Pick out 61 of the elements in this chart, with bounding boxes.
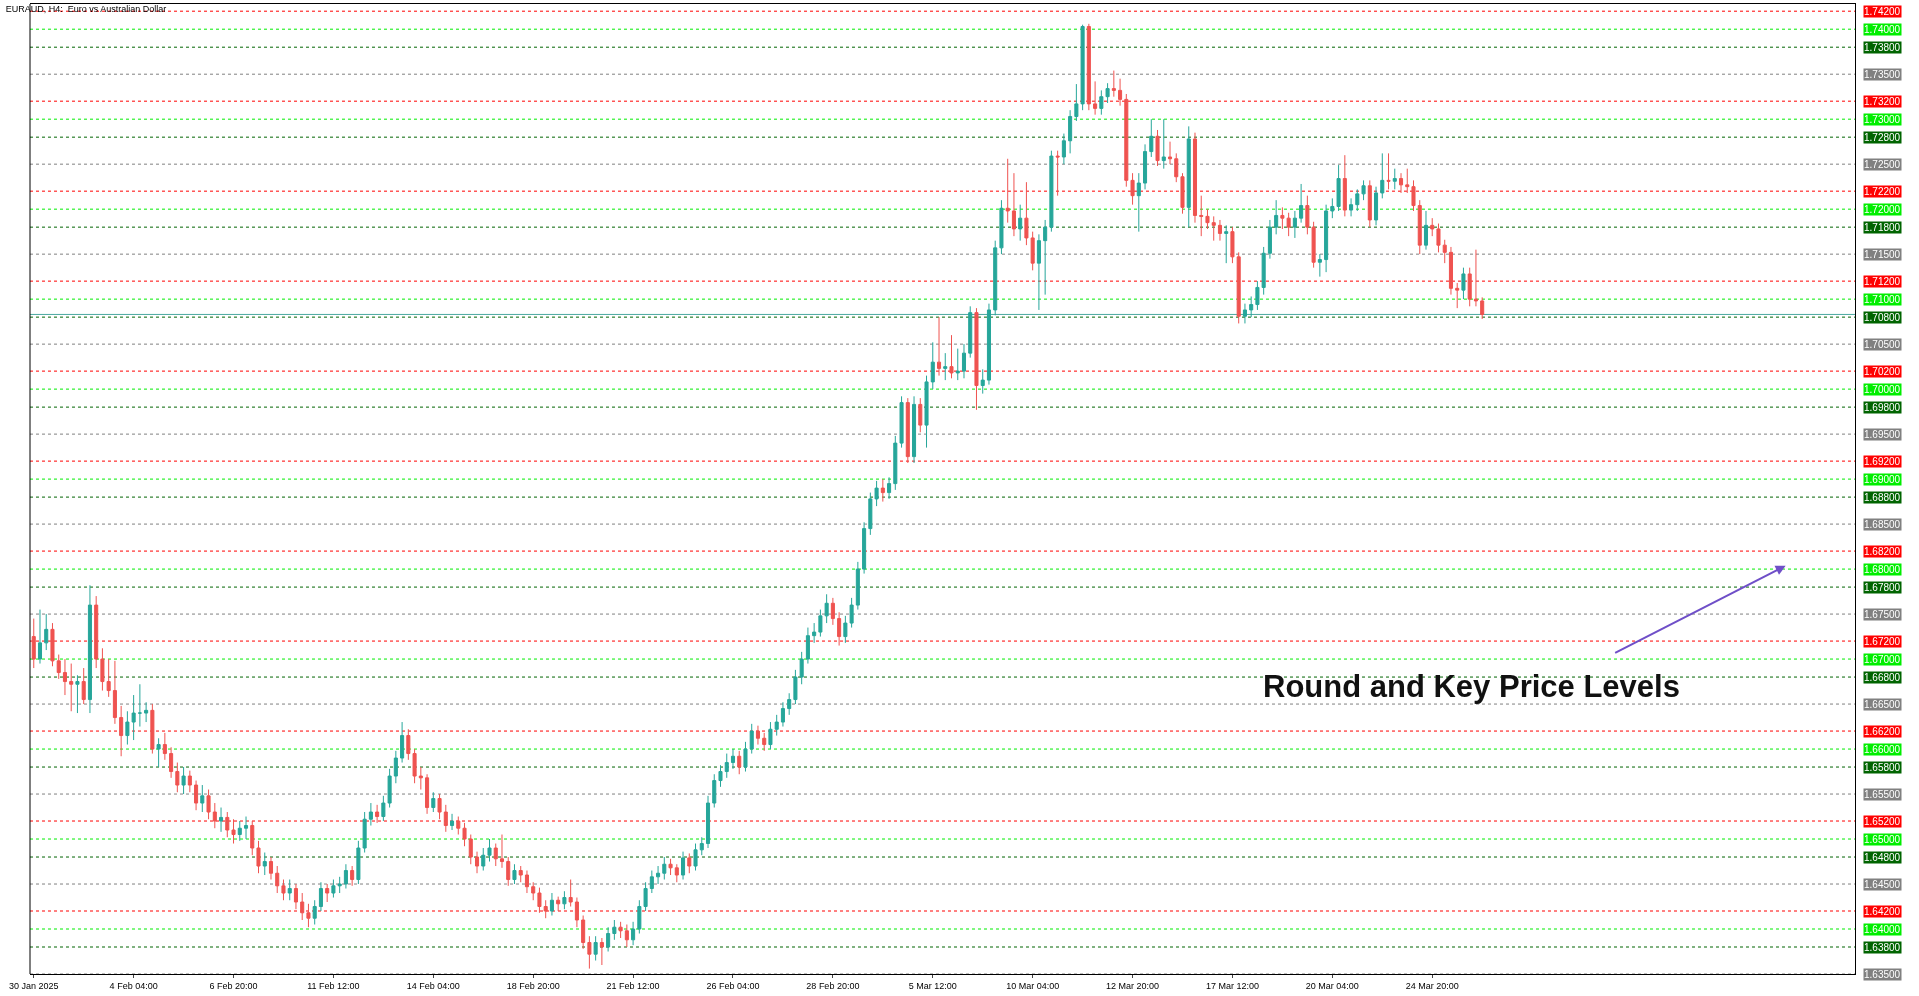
ref-line-label: 1.66500 [1864,699,1901,710]
ref-line-label: 1.70000 [1864,384,1901,395]
x-tick-label: 30 Jan 2025 [8,980,59,991]
ref-line-label: 1.72800 [1864,132,1901,143]
x-tick-label: 6 Feb 20:00 [209,980,258,991]
ref-line-label: 1.65500 [1864,789,1901,800]
ref-line-label: 1.67500 [1864,609,1901,620]
x-tick-label: 4 Feb 04:00 [109,980,158,991]
x-tick-label: 21 Feb 12:00 [606,980,660,991]
ref-line-label: 1.65800 [1864,762,1901,773]
ref-line-label: 1.72200 [1864,186,1901,197]
x-tick-label: 26 Feb 04:00 [706,980,760,991]
ref-line-label: 1.69200 [1864,456,1901,467]
ref-line-label: 1.65200 [1864,816,1901,827]
x-tick-label: 11 Feb 12:00 [307,980,360,991]
ref-line-label: 1.73500 [1864,69,1901,80]
ref-line-label: 1.70500 [1864,339,1901,350]
ref-line-label: 1.63500 [1864,969,1901,980]
ref-line-label: 1.63800 [1864,942,1901,953]
ref-line-label: 1.66200 [1864,726,1901,737]
x-tick-label: 28 Feb 20:00 [806,980,860,991]
ref-line-label: 1.71800 [1864,222,1901,233]
ref-line-label: 1.67000 [1864,654,1901,665]
ref-line-label: 1.64200 [1864,906,1901,917]
ref-line-label: 1.69000 [1864,474,1901,485]
ref-line-label: 1.73800 [1864,42,1901,53]
ref-line-label: 1.69800 [1864,402,1901,413]
x-tick-label: 18 Feb 20:00 [506,980,560,991]
ref-line-label: 1.70200 [1864,366,1901,377]
ref-line-label: 1.69500 [1864,429,1901,440]
ref-line-label: 1.64000 [1864,924,1901,935]
ref-line-label: 1.67800 [1864,582,1901,593]
x-tick-label: 12 Mar 20:00 [1106,980,1160,991]
ref-line-label: 1.70800 [1864,312,1901,323]
ref-line-label: 1.66800 [1864,672,1901,683]
ref-line-label: 1.72500 [1864,159,1901,170]
ref-line-label: 1.71200 [1864,276,1901,287]
ref-line-label: 1.74200 [1864,6,1901,17]
ref-line-label: 1.66000 [1864,744,1901,755]
x-tick-label: 10 Mar 04:00 [1006,980,1060,991]
ref-line-label: 1.68800 [1864,492,1901,503]
ref-line-label: 1.68200 [1864,546,1901,557]
chart-title: EURAUD, H4: Euro vs Australian Dollar [5,4,167,15]
ref-line-label: 1.74000 [1864,24,1901,35]
ref-line-label: 1.72000 [1864,204,1901,215]
ref-line-label: 1.73200 [1864,96,1901,107]
ref-line-label: 1.68500 [1864,519,1901,530]
x-tick-label: 5 Mar 12:00 [908,980,957,991]
x-tick-label: 14 Feb 04:00 [406,980,460,991]
x-tick-label: 24 Mar 20:00 [1405,980,1459,991]
ref-line-label: 1.64800 [1864,852,1901,863]
ref-line-label: 1.73000 [1864,114,1901,125]
annotation: Round and Key Price Levels [1263,669,1680,704]
ref-line-label: 1.71500 [1864,249,1901,260]
ref-line-label: 1.65000 [1864,834,1901,845]
ref-line-label: 1.67200 [1864,636,1901,647]
ref-line-label: 1.64500 [1864,879,1901,890]
ref-line-label: 1.71000 [1864,294,1901,305]
x-tick-label: 17 Mar 12:00 [1205,980,1259,991]
x-tick-label: 20 Mar 04:00 [1305,980,1359,991]
ref-line-label: 1.68000 [1864,564,1901,575]
